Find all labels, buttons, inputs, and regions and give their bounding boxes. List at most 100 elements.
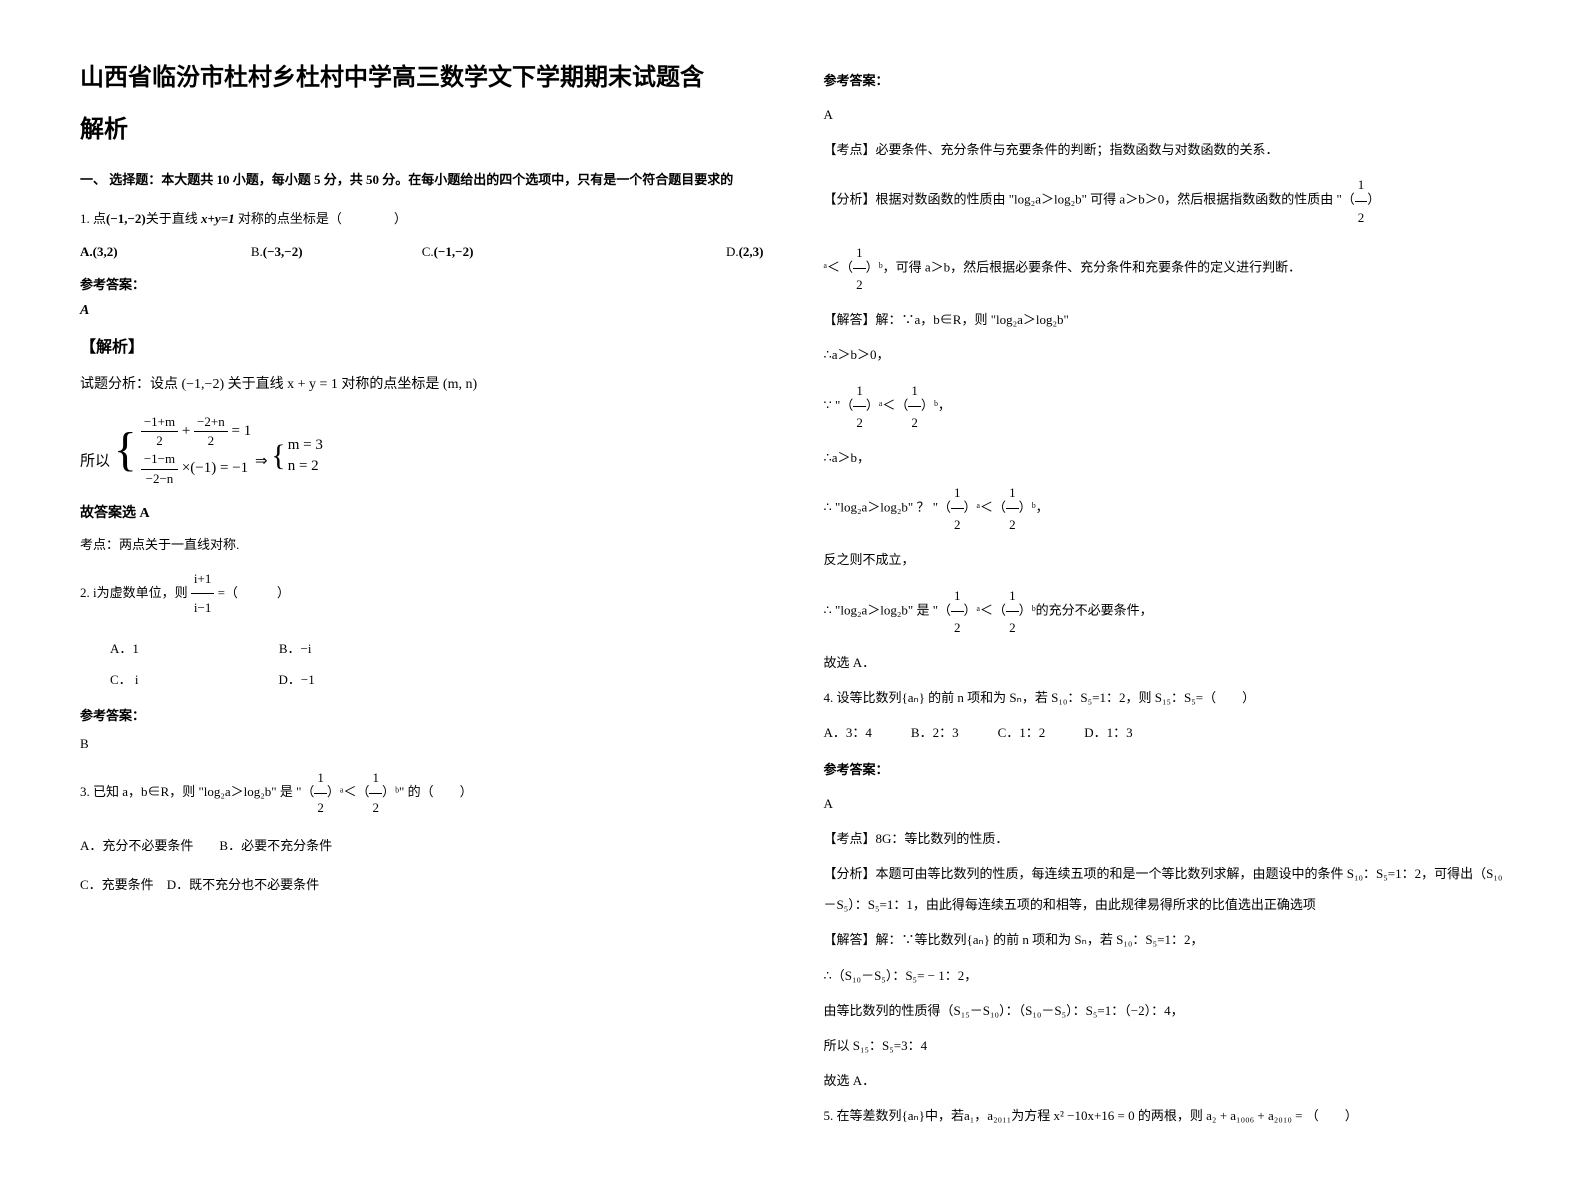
q1-answer: A [80,303,764,319]
left-column: 山西省临汾市杜村乡杜村中学高三数学文下学期期末试题含 解析 一、 选择题：本大题… [80,60,764,1135]
doc-title-1: 山西省临汾市杜村乡杜村中学高三数学文下学期期末试题含 [80,60,764,96]
brace-icon: { [114,426,137,474]
q1-optD-label: D. [726,244,739,259]
q2-t1: 为虚数单位，则 [97,585,188,600]
fh-n2: 1 [853,237,866,269]
fh-n7: 1 [951,580,964,612]
q3-optD: D．既不充分也不必要条件 [167,877,319,892]
fh-d7: 2 [951,612,964,643]
q5-d: 为方程 [1011,1108,1050,1123]
q2-fd: i−1 [191,594,214,623]
q3-te: ）ᵇ" 的（ ） [382,784,473,799]
q3-fx2: ） [1367,192,1380,207]
q3-optC: C．充要条件 [80,877,154,892]
q3-num: 3. [80,784,93,799]
q4-answer: A [824,788,1508,819]
sys-plus: + [182,423,190,439]
q1-analysis-header: 【解析】 [80,333,764,357]
q4-jd4: 所以 S₁₅：S₅=3：4 [824,1030,1508,1061]
q4-jd5: 故选 A． [824,1065,1508,1096]
q5-seq: {aₙ} [902,1108,925,1123]
fh-n6: 1 [1006,477,1019,509]
q1-note: 考点：两点关于一直线对称. [80,534,764,553]
q1-optB-label: B. [251,244,263,259]
q4-ref-answer: 参考答案： [824,759,1508,778]
q1-point: (−1,−2) [106,211,146,226]
fh-d8: 2 [1006,612,1019,643]
sys-r2-mul: ×(−1) = −1 [182,460,248,476]
l2b: ）ᵇ，可得 a＞b，然后根据必要条件、充分条件和充要条件的定义进行判断． [866,259,1302,274]
q2-optB: B．−i [279,633,312,664]
q5-e: 的两根，则 [1138,1108,1203,1123]
q1-analysis: 试题分析：设点 (−1,−2) 关于直线 x + y = 1 对称的点坐标是 (… [80,371,764,399]
fh-d6: 2 [1006,509,1019,540]
q4-options: A．3：4 B．2：3 C．1：2 D．1：3 [824,717,1508,748]
q2-answer: B [80,736,764,752]
q1-t2: 关于直线 [146,211,198,226]
fh-d2: 2 [853,269,866,300]
q2-t2: =（ ） [218,585,290,600]
question-5: 5. 在等差数列{aₙ}中，若a₁，a₂₀₁₁为方程 x² −10x+16 = … [824,1100,1508,1131]
q3-l4: ∴ "log₂a＞log₂b" ？ "（12）ᵃ＜（12）ᵇ， [824,477,1508,540]
fh-d4: 2 [908,407,921,438]
q3-fx1: 【分析】根据对数函数的性质由 "log₂a＞log₂b" 可得 a＞b＞0，然后… [824,192,1355,207]
q3-h2n: 1 [369,764,382,794]
q1-eq: x+y=1 [198,211,238,226]
q4-jd1: 【解答】解：∵等比数列{aₙ} 的前 n 项和为 Sₙ，若 S₁₀：S₅=1：2… [824,924,1508,955]
l2-c: ）ᵇ， [921,397,951,412]
q3-optB: B．必要不充分条件 [219,838,332,853]
fh-d5: 2 [951,509,964,540]
fh-d1: 2 [1355,202,1368,233]
q5-sum: a₂ + a₁₀₀₆ + a₂₀₁₀ = [1203,1108,1306,1123]
question-1: 1. 点(−1,−2)关于直线 x+y=1 对称的点坐标是（ ） [80,205,764,234]
fh-n3: 1 [853,375,866,407]
q1-optA: (3,2) [93,244,118,259]
fh-n1: 1 [1355,169,1368,201]
q5-b: 中，若 [925,1108,964,1123]
q3-l3: ∴a＞b， [824,442,1508,473]
sys-r2-d: −2−n [141,470,178,488]
sys-r1-n2: −2+n [194,413,228,432]
sys-r2-n: −1−m [141,450,178,469]
q3-tm: ）ᵃ＜（ [327,784,370,799]
fh-n4: 1 [908,375,921,407]
q5-eq: x² −10x+16 = 0 [1050,1108,1138,1123]
q1-ref-answer: 参考答案： [80,274,764,293]
q2-ref-answer: 参考答案： [80,705,764,724]
q5-a2011: a₂₀₁₁ [987,1108,1011,1123]
q4-kd: 【考点】8G：等比数列的性质． [824,823,1508,854]
q3-h2d: 2 [369,794,382,823]
arrow-icon: ⇒ [255,453,268,469]
q2-optC: C． i [110,664,139,695]
q1-num: 1. [80,211,93,226]
q3-l7: 故选 A． [824,647,1508,678]
q3-fenxi: 【分析】根据对数函数的性质由 "log₂a＞log₂b" 可得 a＞b＞0，然后… [824,169,1508,232]
q3-l1: ∴a＞b＞0， [824,339,1508,370]
q4-jd2: ∴（S₁₀－S₅）：S₅= − 1：2， [824,960,1508,991]
l2-b: ）ᵃ＜（ [866,397,909,412]
l4-a: ∴ "log₂a＞log₂b" ？ "（ [824,500,952,515]
res2: n = 2 [288,456,323,477]
q2-optA: A．1 [110,633,139,664]
q3-line2: ᵃ＜（12）ᵇ，可得 a＞b，然后根据必要条件、充分条件和充要条件的定义进行判断… [824,237,1508,300]
q1-optA-label: A. [80,244,93,259]
l2a: ᵃ＜（ [824,259,854,274]
l2-a: ∵ "（ [824,397,854,412]
q5-a: 5. 在等差数列 [824,1108,902,1123]
l6-a: ∴ "log₂a＞log₂b" 是 "（ [824,602,952,617]
right-column: 参考答案： A 【考点】必要条件、充分条件与充要条件的判断；指数函数与对数函数的… [824,60,1508,1135]
sys-r1-n1: −1+m [141,413,178,432]
question-2: 2. i为虚数单位，则 i+1i−1 =（ ） [80,565,764,623]
q5-c: ， [974,1108,987,1123]
sys-eq1: = 1 [231,423,251,439]
q3-kaodian: 【考点】必要条件、充分条件与充要条件的判断；指数函数与对数函数的关系． [824,134,1508,165]
q4-optB: B．2：3 [911,725,959,740]
q3-l5: 反之则不成立， [824,544,1508,575]
q5-a1: a₁ [964,1108,974,1123]
question-3: 3. 已知 a，b∈R，则 "log₂a＞log₂b" 是 "（12）ᵃ＜（12… [80,764,764,822]
q4-jd3: 由等比数列的性质得（S₁₅－S₁₀）：（S₁₀－S₅）：S₅=1：（−2）：4， [824,995,1508,1026]
q1-options: A.(3,2) B.(−3,−2) C.(−1,−2) D.(2,3) [80,244,764,260]
fh-d3: 2 [853,407,866,438]
q1-conclude: 故答案选 A [80,502,764,522]
q1-optC-label: C. [422,244,434,259]
